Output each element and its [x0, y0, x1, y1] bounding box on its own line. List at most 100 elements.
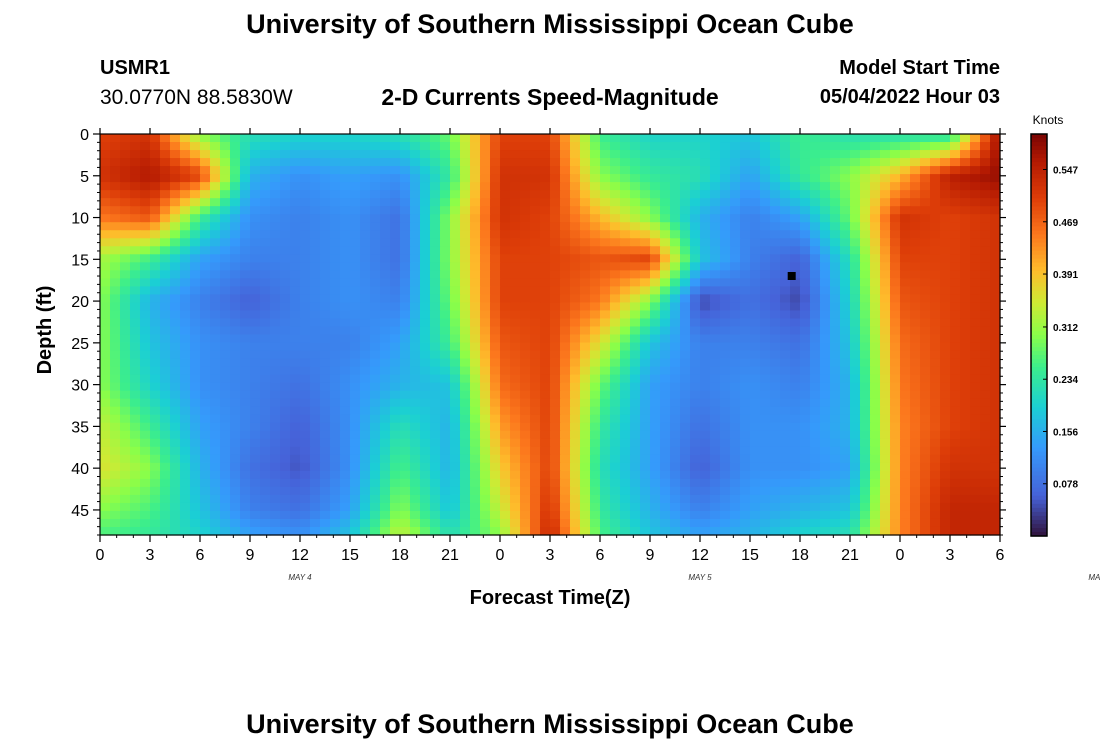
heatmap-cell: [900, 278, 911, 287]
heatmap-cell: [720, 270, 731, 279]
heatmap-cell: [450, 366, 461, 376]
heatmap-cell: [750, 150, 761, 159]
heatmap-cell: [360, 446, 371, 456]
heatmap-cell: [860, 430, 871, 440]
heatmap-cell: [430, 134, 441, 143]
colorbar-cell: [1031, 254, 1047, 260]
heatmap-cell: [260, 414, 271, 424]
heatmap-cell: [950, 342, 961, 352]
heatmap-cell: [720, 406, 731, 416]
heatmap-cell: [140, 150, 151, 159]
heatmap-cell: [670, 190, 681, 199]
heatmap-cell: [760, 334, 771, 344]
heatmap-cell: [310, 462, 321, 472]
heatmap-cell: [390, 470, 401, 480]
heatmap-cell: [800, 510, 811, 520]
heatmap-cell: [410, 446, 421, 456]
heatmap-cell: [500, 214, 511, 223]
heatmap-cell: [950, 182, 961, 191]
heatmap-cell: [400, 150, 411, 159]
heatmap-cell: [420, 518, 431, 528]
heatmap-cell: [530, 350, 541, 360]
heatmap-cell: [860, 470, 871, 480]
heatmap-cell: [990, 246, 1001, 255]
heatmap-cell: [100, 518, 111, 528]
heatmap-cell: [500, 198, 511, 207]
colorbar-cell: [1031, 351, 1047, 356]
heatmap-cell: [550, 446, 561, 456]
heatmap-cell: [340, 350, 351, 360]
heatmap-cell: [250, 174, 261, 183]
heatmap-cell: [820, 238, 831, 247]
heatmap-cell: [450, 454, 461, 464]
heatmap-cell: [150, 286, 161, 295]
heatmap-cell: [180, 326, 191, 336]
heatmap-cell: [400, 454, 411, 464]
heatmap-cell: [360, 470, 371, 480]
heatmap-cell: [950, 142, 961, 151]
heatmap-cell: [770, 294, 781, 304]
heatmap-cell: [860, 158, 871, 167]
heatmap-cell: [730, 486, 741, 496]
heatmap-cell: [180, 198, 191, 207]
heatmap-cell: [570, 438, 581, 448]
heatmap-cell: [810, 254, 821, 263]
heatmap-cell: [190, 430, 201, 440]
heatmap-cell: [730, 358, 741, 368]
heatmap-cell: [760, 246, 771, 255]
heatmap-cell: [490, 454, 501, 464]
heatmap-cell: [590, 262, 601, 271]
heatmap-cell: [980, 198, 991, 207]
heatmap-cell: [130, 350, 141, 360]
heatmap-cell: [310, 342, 321, 352]
heatmap-cell: [900, 446, 911, 456]
heatmap-cell: [160, 390, 171, 400]
heatmap-cell: [370, 230, 381, 239]
heatmap-cell: [330, 166, 341, 175]
heatmap-cell: [580, 510, 591, 520]
heatmap-cell: [790, 430, 801, 440]
heatmap-cell: [770, 318, 781, 328]
heatmap-cell: [540, 206, 551, 215]
heatmap-cell: [550, 374, 561, 384]
heatmap-cell: [120, 150, 131, 159]
heatmap-cell: [410, 238, 421, 247]
heatmap-cell: [830, 142, 841, 151]
heatmap-cell: [720, 390, 731, 400]
heatmap-cell: [120, 270, 131, 279]
heatmap-cell: [980, 518, 991, 528]
heatmap-cell: [500, 150, 511, 159]
heatmap-cell: [460, 350, 471, 360]
heatmap-cell: [870, 526, 881, 536]
heatmap-cell: [230, 470, 241, 480]
heatmap-cell: [870, 374, 881, 384]
heatmap-cell: [970, 230, 981, 239]
heatmap-cell: [470, 238, 481, 247]
heatmap-cell: [550, 470, 561, 480]
heatmap-cell: [450, 174, 461, 183]
heatmap-cell: [770, 214, 781, 223]
heatmap-cell: [310, 406, 321, 416]
heatmap-cell: [230, 526, 241, 536]
heatmap-cell: [530, 142, 541, 151]
heatmap-cell: [500, 478, 511, 488]
heatmap-cell: [630, 518, 641, 528]
heatmap-cell: [130, 382, 141, 392]
heatmap-cell: [330, 454, 341, 464]
heatmap-cell: [940, 502, 951, 512]
heatmap-cell: [620, 342, 631, 352]
heatmap-cell: [190, 302, 201, 312]
heatmap-cell: [130, 502, 141, 512]
heatmap-cell: [270, 414, 281, 424]
heatmap-cell: [520, 350, 531, 360]
heatmap-cell: [160, 190, 171, 199]
heatmap-cell: [680, 174, 691, 183]
heatmap-cell: [680, 206, 691, 215]
heatmap-cell: [830, 326, 841, 336]
heatmap-cell: [740, 150, 751, 159]
heatmap-cell: [810, 174, 821, 183]
heatmap-cell: [540, 246, 551, 255]
heatmap-cell: [500, 454, 511, 464]
heatmap-cell: [650, 158, 661, 167]
heatmap-cell: [240, 190, 251, 199]
